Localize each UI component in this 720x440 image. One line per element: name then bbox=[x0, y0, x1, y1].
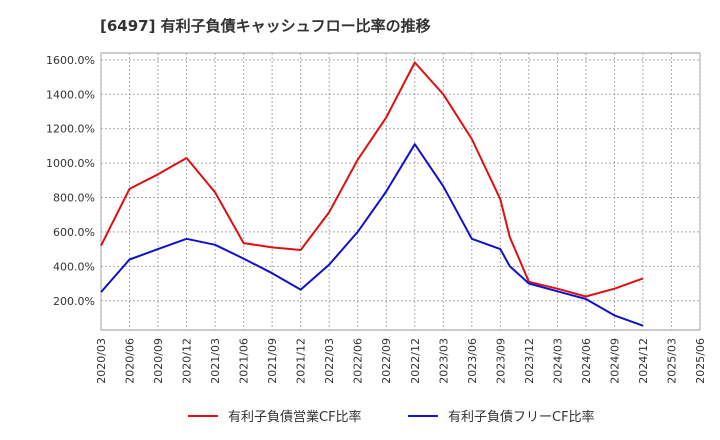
x-tick-label: 2024/06 bbox=[580, 338, 593, 384]
x-tick-label: 2022/03 bbox=[323, 338, 336, 384]
y-tick-label: 400.0% bbox=[53, 260, 95, 273]
y-tick-label: 1600.0% bbox=[46, 54, 95, 67]
x-axis: 2020/03 2020/06 2020/09 2020/12 2021/03 2021/… bbox=[95, 338, 707, 384]
x-tick-label: 2022/12 bbox=[409, 338, 422, 384]
x-tick-label: 2020/03 bbox=[95, 338, 108, 384]
x-tick-label: 2021/06 bbox=[238, 338, 251, 384]
y-tick-label: 600.0% bbox=[53, 226, 95, 239]
x-tick-label: 2021/03 bbox=[209, 338, 222, 384]
x-tick-label: 2023/03 bbox=[437, 338, 450, 384]
y-axis: 200.0% 400.0% 600.0% 800.0% 1000.0% 1200.0% 14… bbox=[46, 54, 95, 308]
series-lines bbox=[100, 61, 644, 327]
x-tick-label: 2023/12 bbox=[523, 338, 536, 384]
legend-label-2: 有利子負債フリーCF比率 bbox=[448, 409, 595, 425]
x-tick-label: 2021/12 bbox=[295, 338, 308, 384]
x-tick-label: 2020/06 bbox=[124, 338, 137, 384]
x-tick-label: 2022/09 bbox=[380, 338, 393, 384]
x-tick-label: 2024/03 bbox=[551, 338, 564, 384]
x-tick-label: 2024/09 bbox=[608, 338, 621, 384]
y-tick-label: 800.0% bbox=[53, 192, 95, 205]
chart-title: [6497] 有利子負債キャッシュフロー比率の推移 bbox=[100, 17, 431, 35]
legend: 有利子負債営業CF比率 有利子負債フリーCF比率 bbox=[188, 409, 595, 425]
x-tick-label: 2023/06 bbox=[466, 338, 479, 384]
x-tick-label: 2023/09 bbox=[494, 338, 507, 384]
x-tick-label: 2025/06 bbox=[694, 338, 707, 384]
y-tick-label: 1200.0% bbox=[46, 123, 95, 136]
legend-label-1: 有利子負債営業CF比率 bbox=[228, 409, 362, 425]
x-tick-label: 2021/09 bbox=[266, 338, 279, 384]
x-tick-label: 2020/12 bbox=[181, 338, 194, 384]
y-tick-label: 1400.0% bbox=[46, 88, 95, 101]
x-tick-label: 2020/09 bbox=[152, 338, 165, 384]
series-line-1 bbox=[100, 61, 644, 298]
x-tick-label: 2022/06 bbox=[352, 338, 365, 384]
y-tick-label: 1000.0% bbox=[46, 157, 95, 170]
x-tick-label: 2024/12 bbox=[637, 338, 650, 384]
x-tick-label: 2025/03 bbox=[665, 338, 678, 384]
series-line-2 bbox=[100, 143, 644, 327]
y-tick-label: 200.0% bbox=[53, 295, 95, 308]
plot-area bbox=[100, 52, 701, 331]
